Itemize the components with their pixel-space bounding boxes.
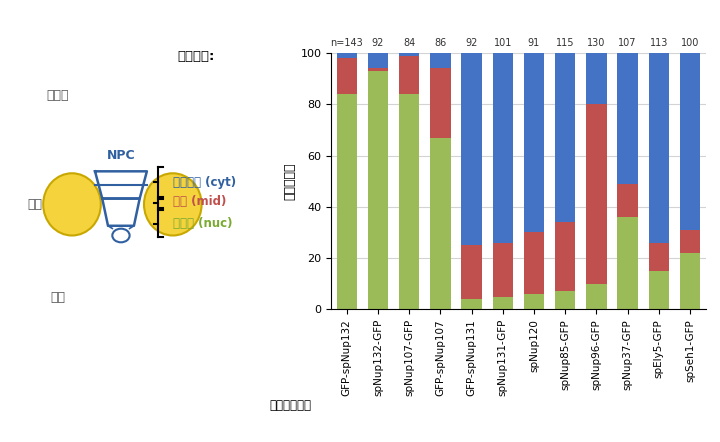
- Bar: [492, 243, 513, 297]
- Bar: [462, 299, 482, 309]
- Bar: [680, 253, 700, 309]
- Bar: [618, 53, 638, 184]
- Text: 100: 100: [681, 38, 699, 48]
- Bar: [586, 53, 606, 104]
- Bar: [399, 53, 419, 56]
- Bar: [462, 53, 482, 245]
- Y-axis label: 位置（％）: 位置（％）: [283, 163, 297, 200]
- Bar: [337, 53, 357, 58]
- Text: 84: 84: [403, 38, 415, 48]
- Bar: [680, 53, 700, 230]
- Ellipse shape: [43, 173, 101, 236]
- Text: n=143: n=143: [330, 38, 363, 48]
- Bar: [431, 53, 451, 69]
- Bar: [368, 71, 388, 309]
- Text: 92: 92: [372, 38, 384, 48]
- Text: 92: 92: [465, 38, 478, 48]
- Text: 細胞質: 細胞質: [46, 89, 69, 102]
- Text: 113: 113: [649, 38, 668, 48]
- Legend: cyt, mid, nuc: cyt, mid, nuc: [330, 0, 469, 4]
- Bar: [399, 56, 419, 94]
- Bar: [368, 53, 388, 69]
- Bar: [555, 222, 575, 291]
- Bar: [586, 104, 606, 284]
- Text: タンパク質名: タンパク質名: [269, 399, 312, 412]
- Text: 核内側 (nuc): 核内側 (nuc): [173, 217, 233, 230]
- Text: 局在位置:: 局在位置:: [177, 50, 215, 63]
- Text: 核内: 核内: [50, 291, 65, 304]
- Bar: [399, 94, 419, 309]
- Bar: [462, 245, 482, 299]
- Text: 91: 91: [528, 38, 540, 48]
- Bar: [680, 230, 700, 253]
- Text: NPC: NPC: [107, 149, 135, 162]
- Bar: [649, 271, 669, 309]
- Bar: [618, 217, 638, 309]
- Bar: [492, 297, 513, 309]
- Bar: [524, 53, 544, 232]
- Bar: [586, 284, 606, 309]
- Bar: [431, 69, 451, 137]
- Bar: [337, 94, 357, 309]
- Text: 107: 107: [618, 38, 637, 48]
- Bar: [431, 137, 451, 309]
- Bar: [492, 53, 513, 243]
- Text: 101: 101: [494, 38, 512, 48]
- Ellipse shape: [144, 173, 202, 236]
- Bar: [368, 69, 388, 71]
- Text: 86: 86: [434, 38, 446, 48]
- Bar: [618, 184, 638, 217]
- Text: 細胞質側 (cyt): 細胞質側 (cyt): [173, 175, 236, 189]
- Text: 内部 (mid): 内部 (mid): [173, 195, 226, 208]
- Bar: [555, 291, 575, 309]
- Bar: [337, 58, 357, 94]
- Bar: [524, 294, 544, 309]
- Text: 130: 130: [588, 38, 606, 48]
- Text: 115: 115: [556, 38, 575, 48]
- Bar: [555, 53, 575, 222]
- Bar: [649, 243, 669, 271]
- Bar: [649, 53, 669, 243]
- Text: 核膜: 核膜: [27, 198, 42, 211]
- Bar: [524, 232, 544, 294]
